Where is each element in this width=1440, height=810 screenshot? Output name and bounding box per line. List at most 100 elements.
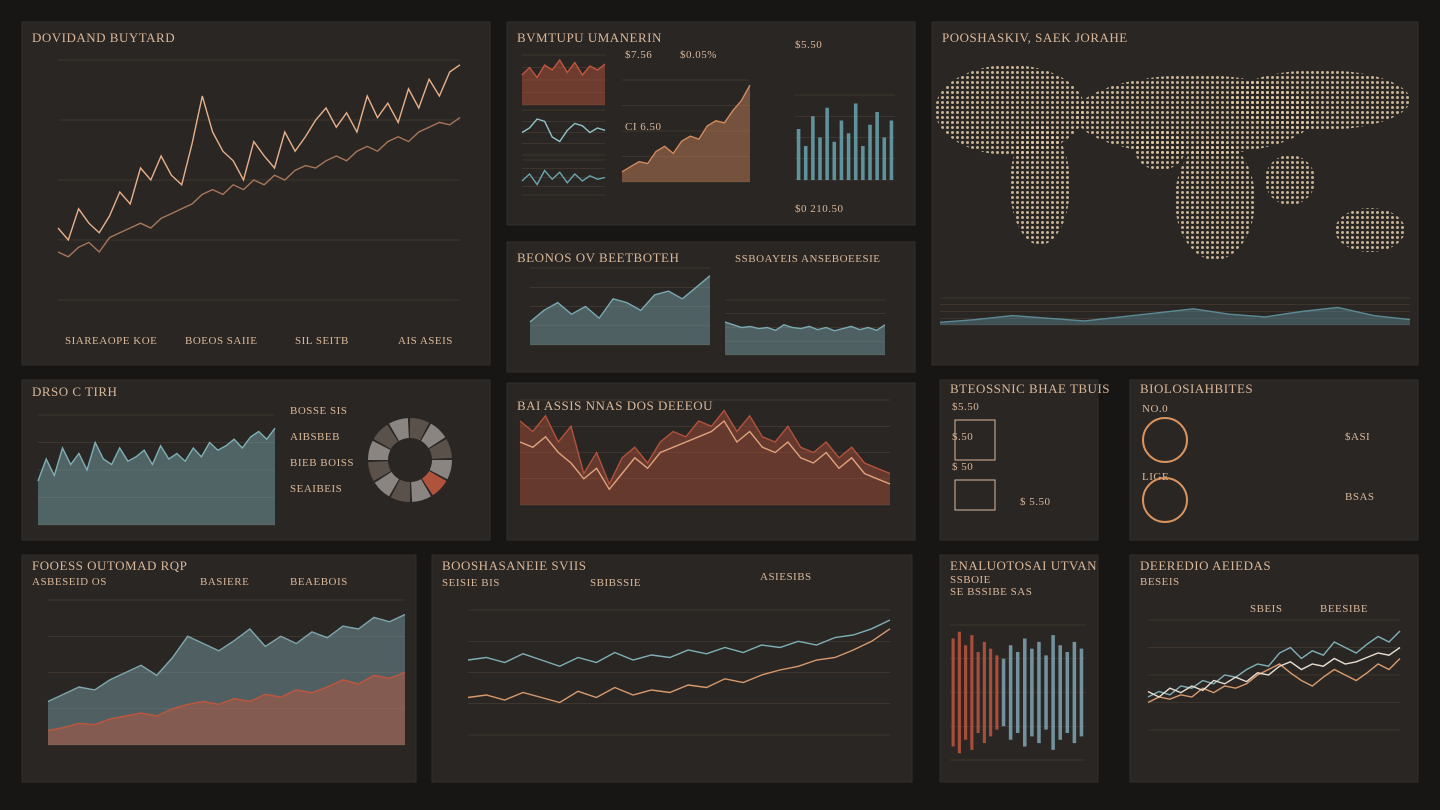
area-fill xyxy=(622,85,750,182)
gauge-segment xyxy=(390,479,410,503)
bar xyxy=(1051,635,1055,750)
panel-title: BVMTUPU UMANERIN xyxy=(517,30,662,45)
bar xyxy=(1044,655,1048,730)
line xyxy=(521,169,606,186)
panel xyxy=(21,379,491,541)
area-fill xyxy=(48,614,405,745)
panel-label: ASBESEID OS xyxy=(32,576,107,588)
panel-label: SEAIBEIS xyxy=(290,483,342,495)
line xyxy=(37,427,276,482)
panel-label: SIAREAOPE KOE xyxy=(65,335,157,347)
line xyxy=(47,671,406,732)
bar xyxy=(882,137,887,180)
bar xyxy=(811,116,815,180)
icon xyxy=(1142,417,1188,463)
bar xyxy=(989,648,993,737)
gauge-segment xyxy=(389,418,409,441)
panel-label: $0.05% xyxy=(680,49,717,61)
bar xyxy=(957,631,961,754)
area-fill xyxy=(38,428,275,525)
line xyxy=(724,321,886,332)
panel-title: BOOSHASANEIE SVIIS xyxy=(442,558,586,573)
map-land xyxy=(935,65,1085,155)
bar xyxy=(1001,658,1006,727)
panel-label: BOSSE SIS xyxy=(290,405,347,417)
line xyxy=(47,613,406,703)
area-fill xyxy=(522,60,605,105)
icon xyxy=(954,479,996,511)
map-land xyxy=(1335,208,1405,252)
panel-label: BIEB BOISS xyxy=(290,457,354,469)
bar xyxy=(839,120,844,180)
panel-title: ENALUOTOSAI UTVAN xyxy=(950,558,1097,573)
bar xyxy=(1030,648,1034,737)
panel-label: NO.0 xyxy=(1142,403,1168,415)
panel-label: BESEIS xyxy=(1140,576,1180,588)
panel xyxy=(21,554,417,783)
bar xyxy=(861,146,865,180)
map-land xyxy=(1230,70,1410,130)
bar xyxy=(1058,645,1062,740)
panel-title: DRSO C TIRH xyxy=(32,384,117,399)
bar xyxy=(1015,652,1020,733)
area-fill xyxy=(530,275,710,345)
gauge-segment xyxy=(367,440,391,460)
line xyxy=(519,409,891,486)
panel-title: FOOESS OUTOMAD RQP xyxy=(32,558,187,573)
line xyxy=(57,64,461,242)
line xyxy=(529,275,711,323)
map-land xyxy=(1265,155,1315,205)
bar xyxy=(1008,645,1013,740)
line xyxy=(939,306,1411,323)
panel xyxy=(431,554,913,783)
gauge-segment xyxy=(429,439,452,459)
map-land xyxy=(1175,140,1255,260)
panel-label: SEISIE BIS xyxy=(442,577,500,589)
panel-label: AIBSBEB xyxy=(290,431,340,443)
panel-title: DEEREDIO AEIEDAS xyxy=(1140,558,1271,573)
line xyxy=(621,84,751,173)
panel-label: $7.56 xyxy=(625,49,652,61)
panel-label: BOEOS SAIIE xyxy=(185,335,257,347)
line xyxy=(1147,658,1401,704)
bar xyxy=(832,141,837,180)
bar xyxy=(825,107,829,180)
line xyxy=(521,118,606,143)
area-fill xyxy=(48,672,405,745)
panel-title: BEONOS OV BEETBOTEH xyxy=(517,250,679,265)
panel-label: SE BSSIBE SAS xyxy=(950,586,1032,598)
bar xyxy=(889,120,894,180)
panel-label: $ 50 xyxy=(952,461,973,473)
panel-label: SSBOIE xyxy=(950,574,991,586)
bar xyxy=(818,137,822,180)
bar xyxy=(875,112,879,180)
line xyxy=(467,628,891,704)
panel-label: $.50 xyxy=(952,431,973,443)
icon xyxy=(1142,477,1188,523)
bar xyxy=(995,655,999,730)
panel-label: SIL SEITB xyxy=(295,335,349,347)
bar xyxy=(846,133,851,180)
area-fill xyxy=(725,322,885,355)
line xyxy=(519,419,891,491)
panel-label: $ASI xyxy=(1345,431,1370,443)
panel xyxy=(1129,554,1419,783)
bar xyxy=(1065,652,1070,733)
gauge-segment xyxy=(410,417,430,441)
gauge-segment xyxy=(368,461,391,481)
gauge-segment xyxy=(374,471,399,497)
panel-label: AIS ASEIS xyxy=(398,335,453,347)
bar xyxy=(1037,641,1041,744)
panel-label: $5.50 xyxy=(795,39,822,51)
line xyxy=(57,117,461,258)
panel-title: BAI ASSIS NNAS DOS DEEEOU xyxy=(517,398,713,413)
panel-label: SBEIS xyxy=(1250,603,1282,615)
panel-label: $0 210.50 xyxy=(795,203,844,215)
bar xyxy=(1023,638,1027,747)
panel-label: BEESIBE xyxy=(1320,603,1368,615)
panel xyxy=(21,21,491,366)
gauge-segment xyxy=(421,471,447,496)
panel-label: SBIBSSIE xyxy=(590,577,641,589)
bar xyxy=(964,645,968,740)
